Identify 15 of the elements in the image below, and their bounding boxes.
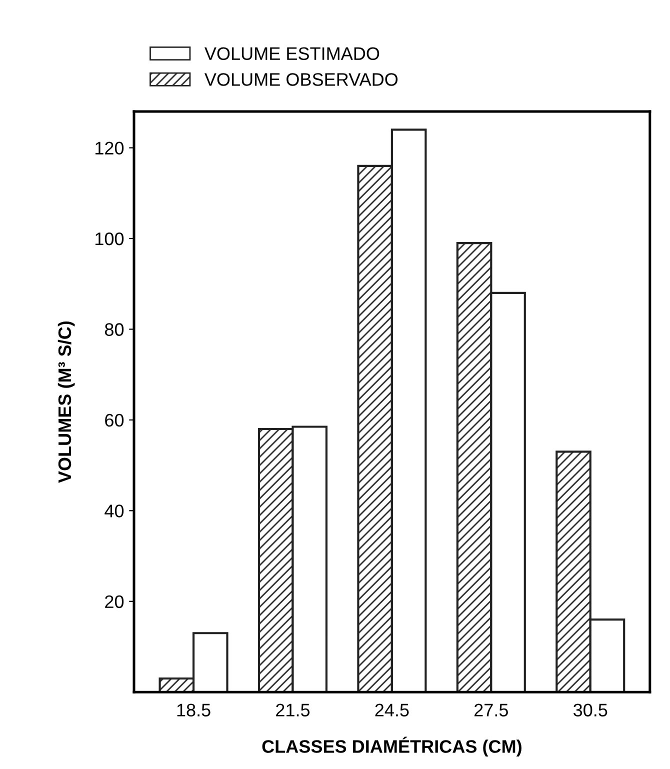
x-tick-label: 27.5 bbox=[474, 704, 508, 716]
legend-label: VOLUME ESTIMADO bbox=[204, 47, 380, 60]
x-tick-label: 24.5 bbox=[375, 704, 409, 716]
x-tick-label: 18.5 bbox=[177, 704, 210, 716]
y-tick-label: 120 bbox=[96, 142, 124, 155]
legend-label: VOLUME OBSERVADO bbox=[204, 73, 398, 86]
y-tick-label: 20 bbox=[105, 595, 124, 608]
y-tick-label: 60 bbox=[105, 414, 124, 427]
y-tick-label: 100 bbox=[96, 232, 124, 246]
x-tick-label: 30.5 bbox=[573, 704, 608, 716]
x-axis-title: CLASSES DIAMÉTRICAS (CM) bbox=[262, 736, 522, 756]
x-tick-label: 21.5 bbox=[276, 704, 310, 716]
y-tick-label: 80 bbox=[104, 323, 124, 336]
y-axis-title: VOLUMES (M³ S/C) bbox=[58, 321, 75, 483]
y-tick-label: 40 bbox=[104, 504, 124, 518]
